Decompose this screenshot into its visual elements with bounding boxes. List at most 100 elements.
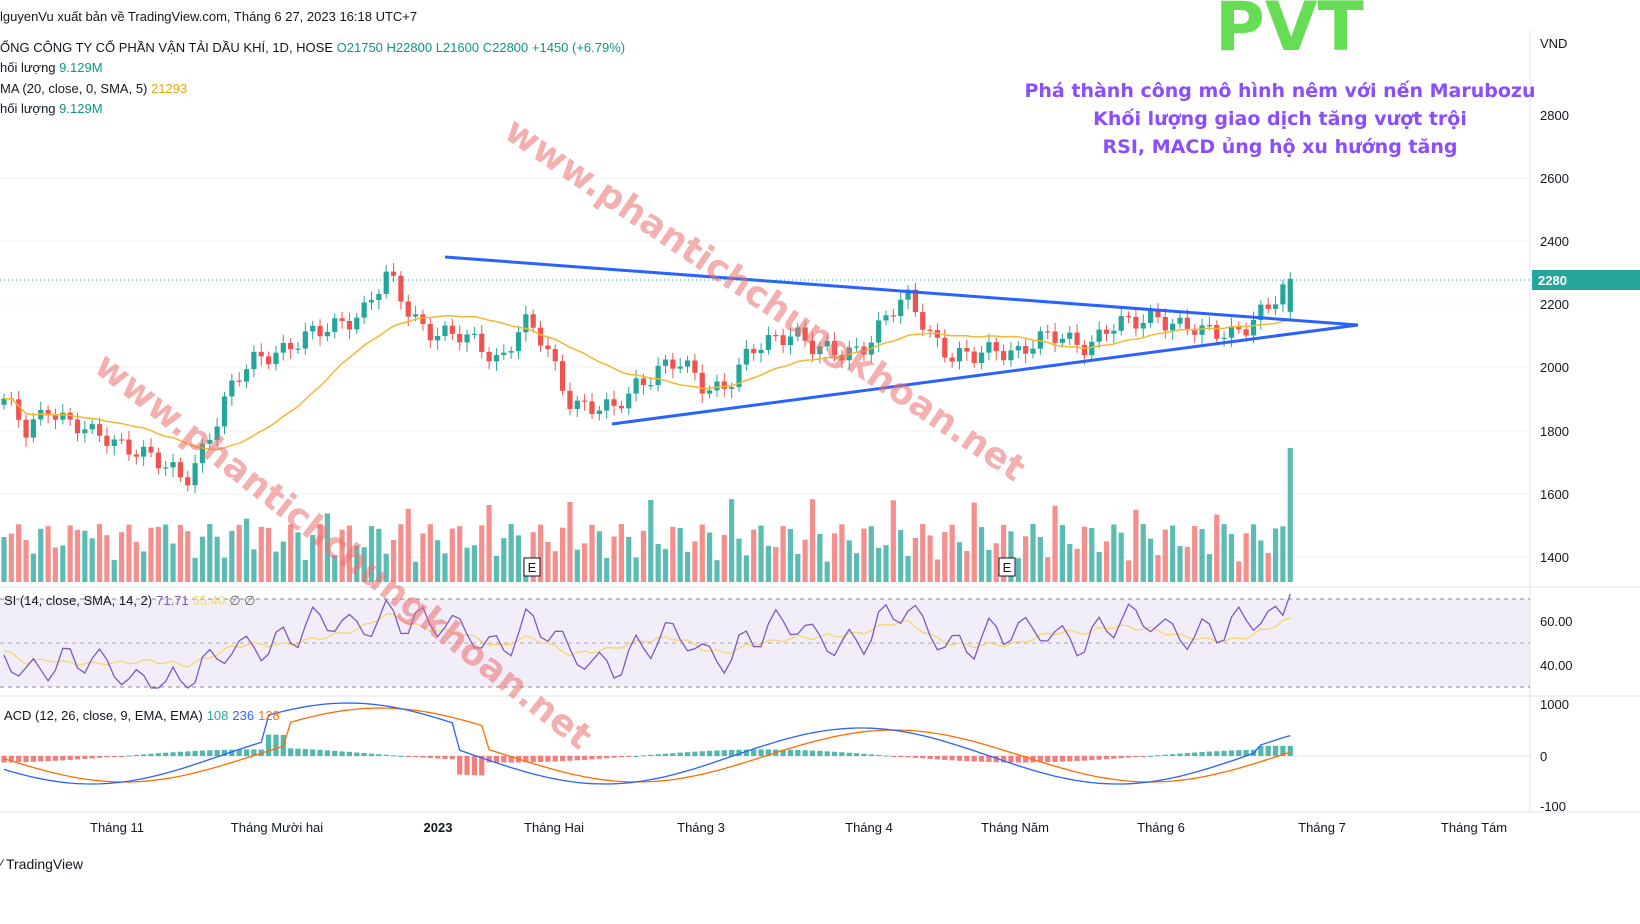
x-tick-label: Tháng Mười hai: [231, 820, 323, 835]
macd-histogram-bar: [266, 734, 272, 756]
macd-histogram-bar: [1045, 756, 1051, 763]
macd-histogram-bar: [545, 756, 551, 762]
candle-body: [1258, 304, 1264, 320]
candle-body: [23, 419, 29, 438]
macd-histogram-bar: [523, 756, 529, 763]
volume-bar: [1280, 526, 1286, 582]
volume-bar: [89, 538, 95, 582]
volume-bar: [883, 545, 889, 582]
volume-bar: [515, 535, 522, 582]
volume-bar: [457, 526, 463, 582]
macd-histogram-bar: [729, 749, 735, 756]
volume-bar: [545, 542, 551, 582]
volume-bar: [368, 526, 375, 582]
candle-body: [1001, 351, 1007, 361]
volume-bar: [16, 524, 22, 582]
note-line-1: Phá thành công mô hình nêm với nến Marub…: [1024, 80, 1536, 102]
candle-body: [104, 435, 110, 446]
x-tick-label: 2023: [424, 820, 453, 835]
volume-bar: [354, 545, 360, 582]
volume-bar: [221, 557, 228, 582]
candle-body: [111, 439, 117, 446]
volume-bar: [60, 545, 66, 582]
ma-legend[interactable]: MA (20, close, 0, SMA, 5) 21293: [0, 81, 187, 96]
volume-bar: [273, 551, 279, 582]
ohlc-open: O21750: [336, 40, 383, 55]
macd-histogram-bar: [302, 749, 308, 756]
volume-bar: [185, 531, 191, 582]
macd-histogram-bar: [861, 753, 867, 756]
volume-bar: [890, 500, 896, 582]
last-price-label: 2280: [1538, 273, 1567, 288]
candle-body: [537, 327, 544, 346]
volume-legend-2[interactable]: hối lượng 9.129M: [0, 101, 103, 116]
candle-body: [207, 440, 213, 444]
macd-histogram-bar: [1125, 756, 1132, 758]
publisher-line: lguyenVu xuất bản về TradingView.com, Th…: [0, 9, 418, 24]
candle-body: [721, 381, 727, 389]
volume-bar: [1250, 524, 1257, 582]
macd-histogram-bar: [1258, 745, 1264, 756]
macd-histogram-bar: [1023, 756, 1029, 763]
candle-body: [1280, 284, 1286, 305]
tradingview-logo[interactable]: ⁄ TradingView: [0, 856, 83, 872]
macd-histogram-bar: [1265, 745, 1271, 756]
macd-histogram-bar: [662, 753, 669, 756]
macd-histogram-bar: [471, 756, 477, 776]
candle-body: [1265, 304, 1271, 309]
macd-histogram-bar: [214, 750, 220, 756]
macd-histogram-bar: [405, 756, 411, 757]
volume-bar: [390, 539, 397, 582]
candle-body: [552, 349, 558, 362]
candle-body: [361, 302, 367, 318]
candle-body: [640, 378, 647, 386]
macd-histogram-bar: [809, 750, 816, 756]
candle-body: [515, 332, 522, 352]
macd-histogram-bar: [986, 756, 992, 763]
macd-histogram-bar: [1243, 749, 1249, 756]
volume-bar: [1155, 555, 1161, 582]
volume-bar: [560, 527, 566, 582]
volume-bar: [280, 541, 286, 582]
volume-bar: [552, 551, 558, 582]
macd-histogram-bar: [1162, 754, 1168, 756]
x-tick-label: Tháng 3: [677, 820, 725, 835]
volume-bar: [96, 524, 103, 582]
macd-histogram-bar: [74, 756, 81, 760]
candle-body: [1221, 337, 1227, 339]
candle-body: [214, 426, 220, 441]
macd-histogram-bar: [163, 752, 169, 756]
macd-histogram-bar: [1089, 756, 1095, 761]
candle-body: [1214, 325, 1220, 339]
candle-body: [310, 325, 316, 332]
candle-body: [45, 410, 51, 416]
candle-body: [1206, 325, 1212, 327]
candle-body: [707, 390, 713, 394]
candle-body: [288, 342, 294, 350]
macd-histogram-bar: [1287, 745, 1293, 756]
volume-bar: [1287, 448, 1293, 582]
volume-bar: [839, 524, 845, 582]
macd-histogram-bar: [104, 756, 110, 758]
candle-body: [368, 300, 375, 303]
volume-bar: [30, 553, 36, 582]
volume-bar: [1118, 532, 1124, 582]
candle-body: [978, 352, 985, 364]
candle-body: [390, 271, 397, 276]
volume-bar: [530, 532, 536, 582]
volume-bar: [464, 547, 470, 582]
volume-bar: [611, 536, 617, 582]
volume-bar: [52, 547, 59, 582]
volume-bar: [817, 533, 823, 582]
volume-bar: [1177, 546, 1183, 582]
note-line-3: RSI, MACD ủng hộ xu hướng tăng: [1102, 136, 1458, 158]
macd-histogram-bar: [493, 756, 500, 763]
volume-legend[interactable]: hối lượng 9.129M: [0, 60, 103, 75]
candle-body: [1287, 278, 1293, 312]
macd-level-bottom: -100: [1540, 799, 1566, 814]
candle-body: [126, 439, 132, 455]
macd-histogram-bar: [126, 755, 132, 757]
macd-histogram-bar: [567, 756, 573, 761]
volume-bar: [1030, 524, 1036, 582]
